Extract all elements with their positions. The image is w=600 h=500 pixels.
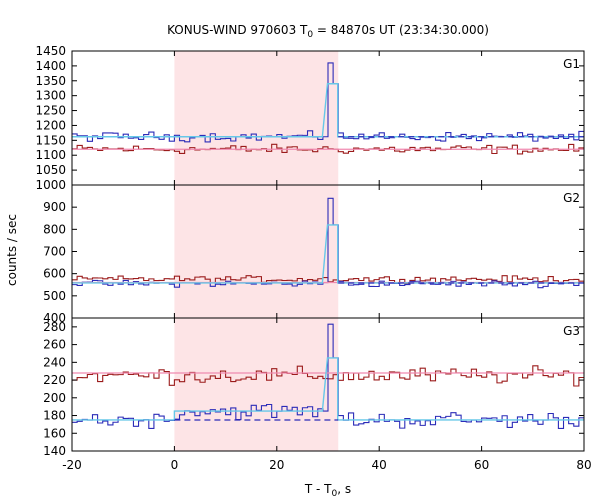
x-tick-label: 20 <box>269 458 284 472</box>
y-tick-label: 1350 <box>35 74 66 88</box>
chart-title-subscript: 0 <box>307 30 313 40</box>
y-tick-label: 400 <box>43 311 66 325</box>
highlight-band <box>174 318 339 451</box>
highlight-band <box>174 185 339 318</box>
fit-blue-G3 <box>72 357 584 421</box>
series-blue-G2 <box>72 197 584 289</box>
y-tick-label: 280 <box>43 320 66 334</box>
series-blue-G1 <box>72 62 584 143</box>
x-tick-label: 40 <box>372 458 387 472</box>
x-tick-label: 0 <box>171 458 179 472</box>
y-tick-label: 200 <box>43 391 66 405</box>
x-axis-label-subscript: 0 <box>332 489 338 499</box>
panel-label-G3: G3 <box>563 324 580 338</box>
x-axis-label: T - T0, s <box>304 482 351 499</box>
highlight-band <box>174 51 339 185</box>
y-tick-label: 1450 <box>35 44 66 58</box>
y-tick-label: 160 <box>43 426 66 440</box>
y-tick-label: 1300 <box>35 89 66 103</box>
y-tick-label: 900 <box>43 200 66 214</box>
y-tick-label: 700 <box>43 245 66 259</box>
chart-title: KONUS-WIND 970603 T0 = 84870s UT (23:34:… <box>167 23 489 40</box>
series-blue-G3 <box>72 323 584 430</box>
panels-group: 1000105011001150120012501300135014001450… <box>35 44 591 472</box>
x-tick-label: 60 <box>474 458 489 472</box>
y-tick-label: 1400 <box>35 59 66 73</box>
panel-label-G2: G2 <box>563 191 580 205</box>
y-axis-label: counts / sec <box>5 214 19 286</box>
y-tick-label: 260 <box>43 338 66 352</box>
x-tick-label: -20 <box>62 458 82 472</box>
y-tick-label: 600 <box>43 267 66 281</box>
panel-label-G1: G1 <box>563 57 580 71</box>
y-tick-label: 1050 <box>35 163 66 177</box>
y-tick-label: 500 <box>43 289 66 303</box>
y-tick-label: 1100 <box>35 148 66 162</box>
y-tick-label: 240 <box>43 355 66 369</box>
y-tick-label: 140 <box>43 444 66 458</box>
y-tick-label: 180 <box>43 409 66 423</box>
panel-frame-G3 <box>71 317 585 452</box>
y-tick-label: 1250 <box>35 104 66 118</box>
y-tick-label: 220 <box>43 373 66 387</box>
y-tick-label: 800 <box>43 222 66 236</box>
x-tick-label: 80 <box>576 458 591 472</box>
y-tick-label: 1200 <box>35 118 66 132</box>
y-tick-label: 1000 <box>35 178 66 192</box>
y-tick-label: 1150 <box>35 133 66 147</box>
